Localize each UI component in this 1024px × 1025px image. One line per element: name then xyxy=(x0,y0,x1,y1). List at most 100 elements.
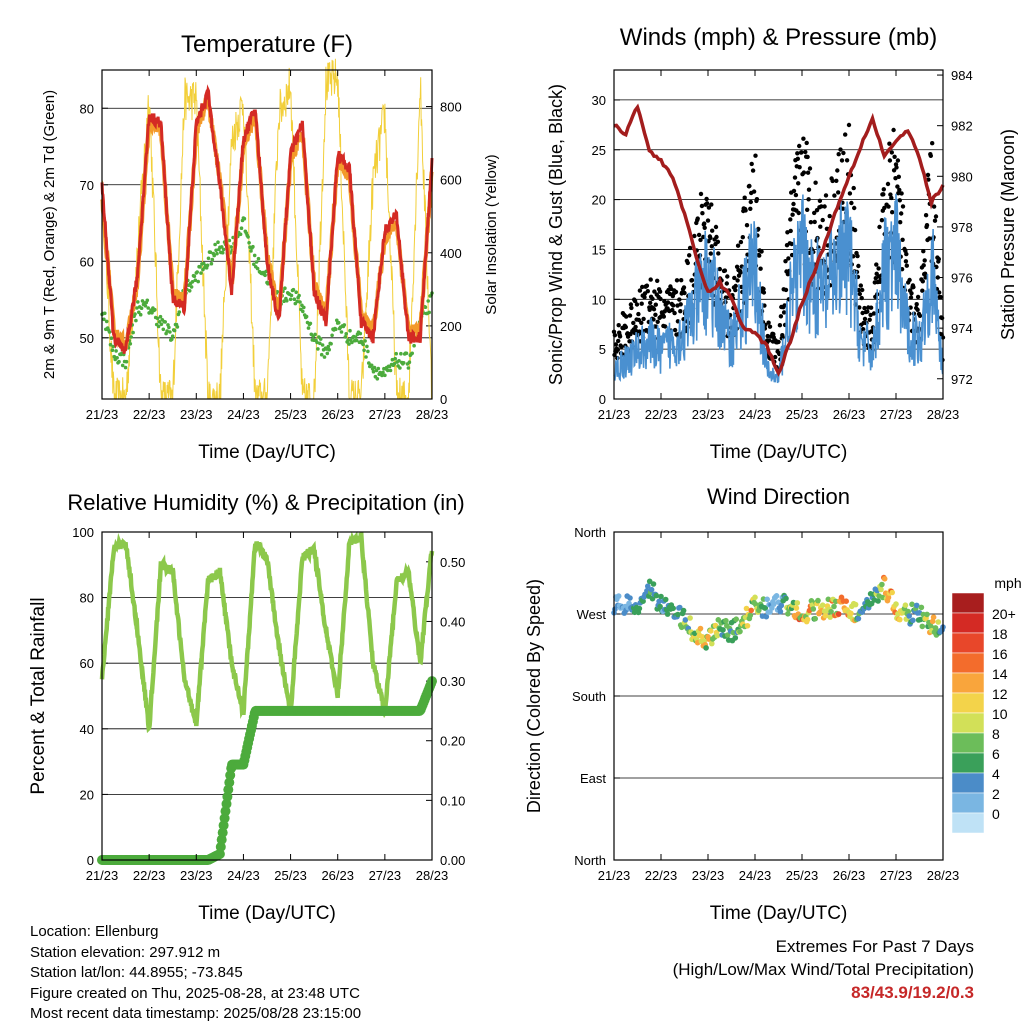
legend-label: 0 xyxy=(992,806,1000,822)
gust-point xyxy=(805,207,810,212)
extremes-title: Extremes For Past 7 Days xyxy=(775,937,974,956)
gust-point xyxy=(894,165,899,170)
temp-xtick-label: 22/23 xyxy=(133,407,166,422)
gust-point xyxy=(678,302,683,307)
dewpoint-point xyxy=(156,324,161,329)
gust-point xyxy=(856,287,862,293)
temp-2m-line xyxy=(100,84,434,354)
legend-label: 2 xyxy=(992,786,1000,802)
dewpoint-point xyxy=(316,347,320,351)
extremes-values: 83/43.9/19.2/0.3 xyxy=(851,983,974,1002)
winds-title: Winds (mph) & Pressure (mb) xyxy=(620,24,937,51)
gust-point xyxy=(879,218,885,223)
dewpoint-point xyxy=(206,256,211,261)
dewpoint-point xyxy=(165,329,169,333)
gust-point xyxy=(713,224,719,230)
dewpoint-point xyxy=(308,321,313,326)
gust-point xyxy=(891,127,896,133)
gust-point xyxy=(911,284,916,290)
gust-point xyxy=(789,241,794,247)
dewpoint-point xyxy=(397,359,401,363)
dewpoint-point xyxy=(190,280,195,284)
gust-point xyxy=(750,168,756,173)
gust-point xyxy=(806,197,811,202)
gust-point xyxy=(925,172,931,178)
gust-point xyxy=(808,220,814,225)
direction-point xyxy=(785,611,791,617)
gust-point xyxy=(867,317,872,322)
direction-point xyxy=(935,619,942,625)
dewpoint-point xyxy=(212,253,216,258)
dewpoint-point xyxy=(192,274,197,279)
direction-point xyxy=(906,613,912,619)
gust-point xyxy=(876,266,881,271)
gust-point xyxy=(709,244,714,249)
direction-point xyxy=(627,595,633,601)
gust-point xyxy=(923,213,929,218)
direction-point xyxy=(773,593,780,599)
gust-point xyxy=(851,185,856,191)
temp-xlabel: Time (Day/UTC) xyxy=(198,442,336,463)
gust-point xyxy=(748,206,753,211)
gust-point xyxy=(648,300,653,305)
gust-point xyxy=(868,305,874,310)
gust-point xyxy=(687,253,692,258)
gust-point xyxy=(612,333,618,338)
winds-ytick-label: 5 xyxy=(599,342,606,357)
gust-point xyxy=(927,236,932,241)
dewpoint-point xyxy=(369,363,374,368)
dewpoint-point xyxy=(315,340,319,345)
winds-ytick-right-label: 984 xyxy=(951,68,973,83)
gust-point xyxy=(938,294,943,300)
gust-point xyxy=(766,338,772,343)
gust-point xyxy=(856,263,861,269)
gust-point xyxy=(904,251,909,257)
dewpoint-point xyxy=(109,336,114,341)
gust-point xyxy=(699,203,705,209)
gust-point xyxy=(685,260,690,266)
gust-point xyxy=(687,245,693,251)
station-location: Location: Ellenburg xyxy=(30,923,159,940)
legend-swatch xyxy=(951,632,985,654)
gust-point xyxy=(814,208,820,213)
direction-point xyxy=(677,604,683,611)
gust-point xyxy=(738,270,743,275)
direction-point xyxy=(724,632,731,638)
gust-point xyxy=(797,165,802,170)
rh-ytick-label: 80 xyxy=(80,591,94,606)
gust-point xyxy=(710,228,715,233)
dewpoint-point xyxy=(102,317,106,322)
gust-point xyxy=(733,283,738,289)
rh-ytick-right-label: 0.10 xyxy=(440,793,465,808)
gust-point xyxy=(708,235,713,241)
gust-point xyxy=(813,180,818,185)
dewpoint-point xyxy=(335,318,339,323)
gust-point xyxy=(689,278,695,283)
legend-swatch xyxy=(951,712,985,734)
direction-point xyxy=(819,602,826,608)
gust-point xyxy=(733,287,738,293)
dewpoint-point xyxy=(298,300,302,304)
dewpoint-point xyxy=(129,335,133,339)
gust-point xyxy=(823,193,829,198)
gust-point xyxy=(858,283,863,288)
gust-point xyxy=(860,310,865,316)
gust-point xyxy=(860,327,866,332)
direction-point xyxy=(885,594,892,601)
gust-point xyxy=(791,188,797,194)
dewpoint-point xyxy=(410,351,415,356)
dewpoint-point xyxy=(354,338,359,343)
gust-point xyxy=(922,258,927,263)
dir-ytick-label: South xyxy=(572,689,606,704)
gust-point xyxy=(909,291,914,296)
gust-point xyxy=(830,178,835,184)
gust-point xyxy=(641,316,646,322)
gust-point xyxy=(797,143,802,149)
gust-point xyxy=(777,323,783,328)
gust-point xyxy=(715,239,721,244)
legend-swatch xyxy=(951,732,985,754)
direction-point xyxy=(828,608,834,615)
rh-xlabel: Time (Day/UTC) xyxy=(198,903,336,924)
winds-xtick-label: 22/23 xyxy=(645,407,678,422)
winds-xtick-label: 26/23 xyxy=(833,407,866,422)
